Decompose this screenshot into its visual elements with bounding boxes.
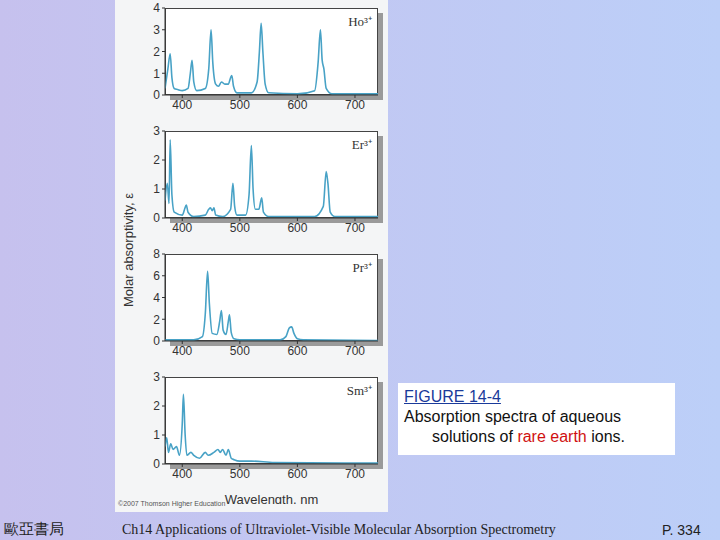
- html-text:Er³⁺: Er³⁺: [351, 137, 372, 152]
- html-text:FIGURE 14-4: FIGURE 14-4: [404, 388, 501, 405]
- svg-text:2: 2: [153, 153, 160, 167]
- svg-text:500: 500: [230, 467, 250, 481]
- svg-text:0: 0: [153, 457, 160, 471]
- svg-text:700: 700: [345, 467, 365, 481]
- svg-text:400: 400: [172, 98, 192, 112]
- html-text:Ho³⁺: Ho³⁺: [348, 14, 372, 29]
- svg-text:2: 2: [153, 45, 160, 59]
- svg-text:4: 4: [153, 291, 160, 305]
- svg-text:3: 3: [153, 23, 160, 37]
- svg-text:3: 3: [153, 370, 160, 384]
- html-text:Molar absorptivity, ε: Molar absorptivity, ε: [120, 193, 136, 307]
- svg-text:1: 1: [153, 428, 160, 442]
- svg-text:Wavelength, nm: Wavelength, nm: [225, 492, 318, 504]
- svg-text:1: 1: [153, 67, 160, 81]
- svg-text:600: 600: [287, 467, 307, 481]
- svg-text:0: 0: [153, 334, 160, 348]
- svg-text:400: 400: [172, 221, 192, 235]
- html-text:Sm³⁺: Sm³⁺: [346, 383, 372, 398]
- svg-text:500: 500: [230, 221, 250, 235]
- svg-text:400: 400: [172, 467, 192, 481]
- svg-text:500: 500: [230, 344, 250, 358]
- svg-text:700: 700: [345, 221, 365, 235]
- html-text:P. 334: P. 334: [662, 522, 701, 538]
- svg-text:700: 700: [345, 344, 365, 358]
- svg-text:2: 2: [153, 399, 160, 413]
- svg-text:400: 400: [172, 344, 192, 358]
- html-text:Ch14 Applications of Ultraviol: Ch14 Applications of Ultraviolet-Visible…: [122, 522, 556, 537]
- svg-text:500: 500: [230, 98, 250, 112]
- svg-text:600: 600: [287, 98, 307, 112]
- svg-text:600: 600: [287, 344, 307, 358]
- svg-text:3: 3: [153, 124, 160, 138]
- svg-text:600: 600: [287, 221, 307, 235]
- html-text:Absorption spectra of aqueous: Absorption spectra of aqueous solutions …: [404, 408, 625, 445]
- svg-text:1: 1: [153, 182, 160, 196]
- svg-text:700: 700: [345, 98, 365, 112]
- svg-text:2: 2: [153, 313, 160, 327]
- svg-text:4: 4: [153, 1, 160, 15]
- svg-text:6: 6: [153, 269, 160, 283]
- html-text:Pr³⁺: Pr³⁺: [352, 260, 372, 275]
- svg-text:8: 8: [153, 247, 160, 261]
- svg-text:0: 0: [153, 88, 160, 102]
- html-text:歐亞書局: 歐亞書局: [4, 520, 64, 538]
- html-text:©2007 Thomson Higher Education: ©2007 Thomson Higher Education: [118, 500, 226, 507]
- svg-text:0: 0: [153, 211, 160, 225]
